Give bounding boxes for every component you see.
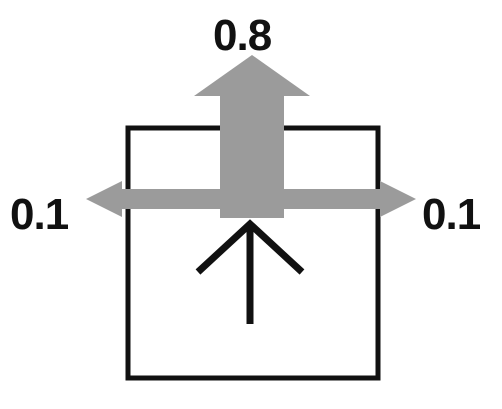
right-probability-label: 0.1 bbox=[422, 190, 481, 239]
forward-probability-label: 0.8 bbox=[213, 11, 272, 60]
right-arrow-head bbox=[380, 181, 416, 217]
forward-arrow-head bbox=[194, 55, 310, 96]
left-arrow-head bbox=[86, 181, 122, 217]
forward-outcome-arrow bbox=[194, 55, 310, 218]
left-probability-label: 0.1 bbox=[10, 190, 69, 239]
forward-arrow-shaft bbox=[220, 94, 284, 218]
up-arrow-icon bbox=[195, 219, 305, 324]
